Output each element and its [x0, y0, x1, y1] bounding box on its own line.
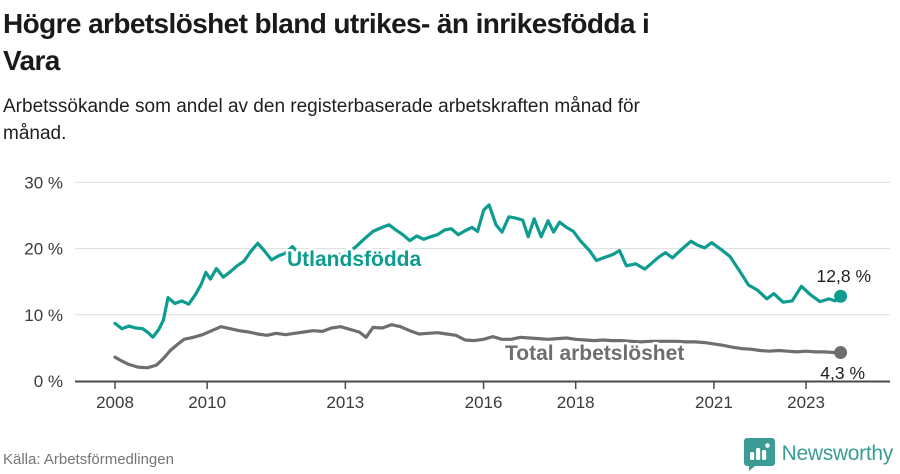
svg-text:2013: 2013 — [326, 393, 364, 412]
x-axis-labels: 2008 2010 2013 2016 2018 2021 2023 — [96, 393, 825, 412]
svg-text:2008: 2008 — [96, 393, 134, 412]
svg-text:20 %: 20 % — [24, 240, 63, 259]
source-note: Källa: Arbetsförmedlingen — [3, 451, 174, 468]
page-title: Högre arbetslöshet bland utrikes- än inr… — [3, 5, 893, 79]
newsworthy-logo-icon — [743, 437, 775, 471]
end-value-label-utlandsfodda: 12,8 % — [817, 266, 871, 286]
y-axis-labels: 0 % 10 % 20 % 30 % — [24, 173, 63, 391]
newsworthy-brand: Newsworthy — [743, 437, 894, 471]
svg-text:0 %: 0 % — [34, 372, 63, 391]
svg-text:10 %: 10 % — [24, 306, 63, 325]
title-line-2: Vara — [3, 45, 60, 76]
chart-subtitle: Arbetssökande som andel av den registerb… — [3, 93, 863, 147]
brand-name: Newsworthy — [781, 442, 894, 465]
subtitle-line-2: månad. — [3, 123, 67, 144]
series-label-total: Total arbetslöshet — [505, 342, 684, 365]
svg-text:30 %: 30 % — [24, 173, 63, 192]
subtitle-line-1: Arbetssökande som andel av den registerb… — [3, 96, 640, 117]
svg-text:2023: 2023 — [787, 393, 825, 412]
end-value-label-total: 4,3 % — [820, 363, 865, 383]
svg-text:2010: 2010 — [188, 393, 226, 412]
series-end-dot — [834, 346, 848, 360]
series-end-dot — [834, 289, 848, 303]
svg-text:2021: 2021 — [695, 393, 733, 412]
svg-text:2018: 2018 — [557, 393, 595, 412]
svg-text:2016: 2016 — [465, 393, 503, 412]
data-series — [113, 203, 848, 370]
x-axis-ticks — [114, 382, 807, 389]
title-line-1: Högre arbetslöshet bland utrikes- än inr… — [3, 8, 650, 39]
gridlines — [75, 181, 890, 316]
series-line-total-arbetsl-shet — [113, 323, 843, 370]
series-label-utlandsfodda: Utlandsfödda — [287, 248, 421, 271]
series-line-utlandsf-dda — [113, 203, 843, 339]
